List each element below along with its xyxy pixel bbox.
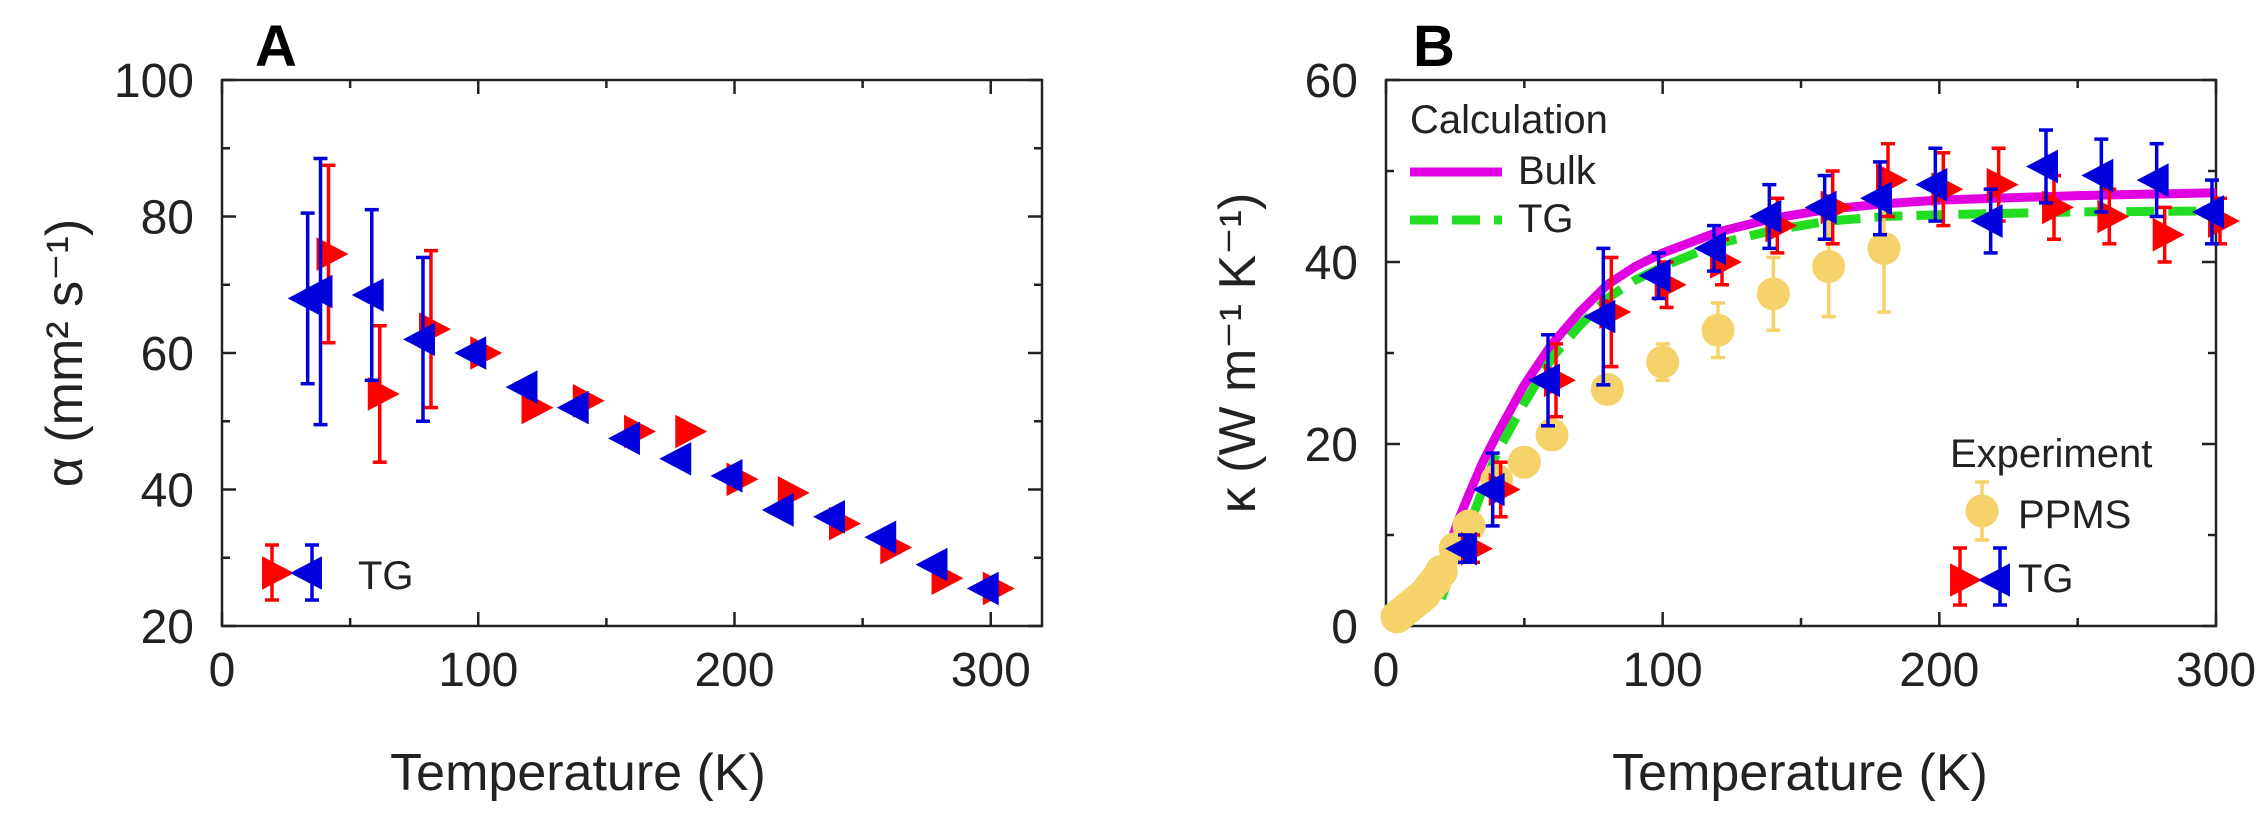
- data-point-triangle-right: [2097, 199, 2130, 234]
- data-point-triangle-left: [351, 278, 384, 312]
- data-point-triangle-left: [2026, 149, 2058, 184]
- data-point-triangle-left: [966, 571, 999, 606]
- x-tick-label: 200: [1899, 644, 1979, 697]
- data-point-triangle-left: [454, 336, 487, 370]
- data-point-triangle-left: [1860, 181, 1892, 216]
- data-point-triangle-right: [1986, 167, 2019, 202]
- data-point-triangle-left: [813, 500, 845, 534]
- data-point-circle: [1535, 418, 1569, 452]
- data-point-triangle-left: [1472, 472, 1505, 507]
- data-point-triangle-left: [300, 274, 333, 309]
- panel-a-axes-box: [220, 78, 1044, 628]
- panel-b-ylabel: κ (W m⁻¹ K⁻¹): [1209, 193, 1267, 514]
- panel-a-legend: TG: [262, 543, 414, 602]
- x-tick-label: 300: [2176, 644, 2256, 697]
- panel-b-xlabel: Temperature (K): [1612, 744, 1988, 802]
- panel-a-xlabel: Temperature (K): [390, 744, 766, 802]
- data-point-triangle-left: [1638, 258, 1671, 293]
- data-point-circle: [1590, 372, 1624, 406]
- data-point-triangle-left: [710, 459, 743, 493]
- y-tick-label: 80: [141, 192, 194, 245]
- data-point-triangle-right: [675, 414, 708, 449]
- data-point-triangle-left: [1749, 199, 1782, 234]
- data-point-triangle-left: [608, 421, 640, 456]
- data-point-triangle-left: [1694, 231, 1726, 266]
- data-point-triangle-left: [1915, 167, 1948, 202]
- panel-b: B 0 100 200 300 0 20 40 60 Temperature (K) κ (W…: [1209, 14, 2256, 802]
- data-point-triangle-right: [367, 377, 400, 411]
- legend-tg-red-marker: [262, 556, 294, 590]
- legend-exp-tg-red-marker: [1950, 563, 1982, 597]
- legend-ppms-marker: [1965, 494, 1999, 528]
- data-point-triangle-left: [505, 370, 538, 404]
- panel-b-legend-experiment: Experiment PPMS TG: [1950, 432, 2152, 607]
- data-point-triangle-left: [556, 390, 589, 425]
- legend-exp-title: Experiment: [1950, 432, 2152, 476]
- panel-b-legend-calculation: Calculation Bulk TG: [1410, 98, 1608, 241]
- panel-a-ylabel: α (mm² s⁻¹): [36, 219, 94, 487]
- data-point-triangle-left: [915, 547, 948, 582]
- data-point-circle: [1701, 313, 1735, 347]
- y-tick-label: 20: [1305, 419, 1358, 472]
- data-point-triangle-left: [403, 322, 435, 357]
- panel-a-legend-tg-label: TG: [358, 554, 414, 598]
- x-tick-label: 100: [438, 644, 518, 697]
- data-point-triangle-left: [864, 520, 897, 555]
- panel-b-data: [1380, 128, 2240, 634]
- panel-a-ticks: 0 100 200 300 20 40 60 80 100: [114, 55, 1042, 697]
- y-tick-label: 60: [1305, 55, 1358, 108]
- data-point-triangle-left: [1804, 190, 1837, 225]
- legend-tg-blue-marker: [290, 556, 322, 590]
- data-point-circle: [1867, 231, 1901, 265]
- x-tick-label: 300: [951, 644, 1031, 697]
- legend-calc-tg-label: TG: [1518, 197, 1574, 241]
- panel-b-label: B: [1413, 14, 1455, 79]
- data-point-triangle-left: [761, 493, 794, 527]
- data-point-triangle-left: [2081, 158, 2114, 193]
- x-tick-label: 0: [1373, 644, 1400, 697]
- y-tick-label: 20: [141, 601, 194, 654]
- data-point-triangle-left: [659, 441, 692, 476]
- data-point-triangle-left: [2192, 195, 2224, 229]
- panel-a-data: [287, 156, 1015, 606]
- data-point-triangle-left: [1583, 299, 1616, 334]
- panel-a-label: A: [255, 14, 297, 79]
- y-tick-label: 40: [141, 465, 194, 518]
- x-tick-label: 0: [209, 644, 236, 697]
- legend-exp-tg-blue-marker: [1978, 563, 2010, 597]
- data-point-triangle-right: [2042, 190, 2074, 225]
- legend-ppms-label: PPMS: [2018, 493, 2131, 537]
- x-tick-label: 100: [1623, 644, 1703, 697]
- data-point-triangle-left: [1445, 531, 1477, 566]
- legend-bulk-label: Bulk: [1518, 149, 1597, 193]
- legend-exp-tg-label: TG: [2018, 557, 2074, 601]
- data-point-triangle-left: [1528, 363, 1560, 398]
- data-point-triangle-left: [2136, 163, 2169, 197]
- data-point-circle: [1507, 445, 1541, 479]
- data-point-triangle-right: [316, 237, 349, 271]
- panel-b-axes-box: [1384, 78, 2218, 628]
- y-tick-label: 60: [141, 328, 194, 381]
- data-point-circle: [1812, 250, 1846, 284]
- y-tick-label: 100: [114, 55, 194, 108]
- data-point-circle: [1756, 277, 1790, 311]
- panel-b-ticks: 0 100 200 300 0 20 40 60: [1305, 55, 2256, 697]
- y-tick-label: 0: [1331, 601, 1358, 654]
- x-tick-label: 200: [694, 644, 774, 697]
- data-point-triangle-right: [2152, 217, 2185, 252]
- data-point-triangle-left: [1970, 204, 2003, 238]
- data-point-circle: [1646, 345, 1680, 379]
- y-tick-label: 40: [1305, 237, 1358, 290]
- legend-calc-title: Calculation: [1410, 98, 1608, 142]
